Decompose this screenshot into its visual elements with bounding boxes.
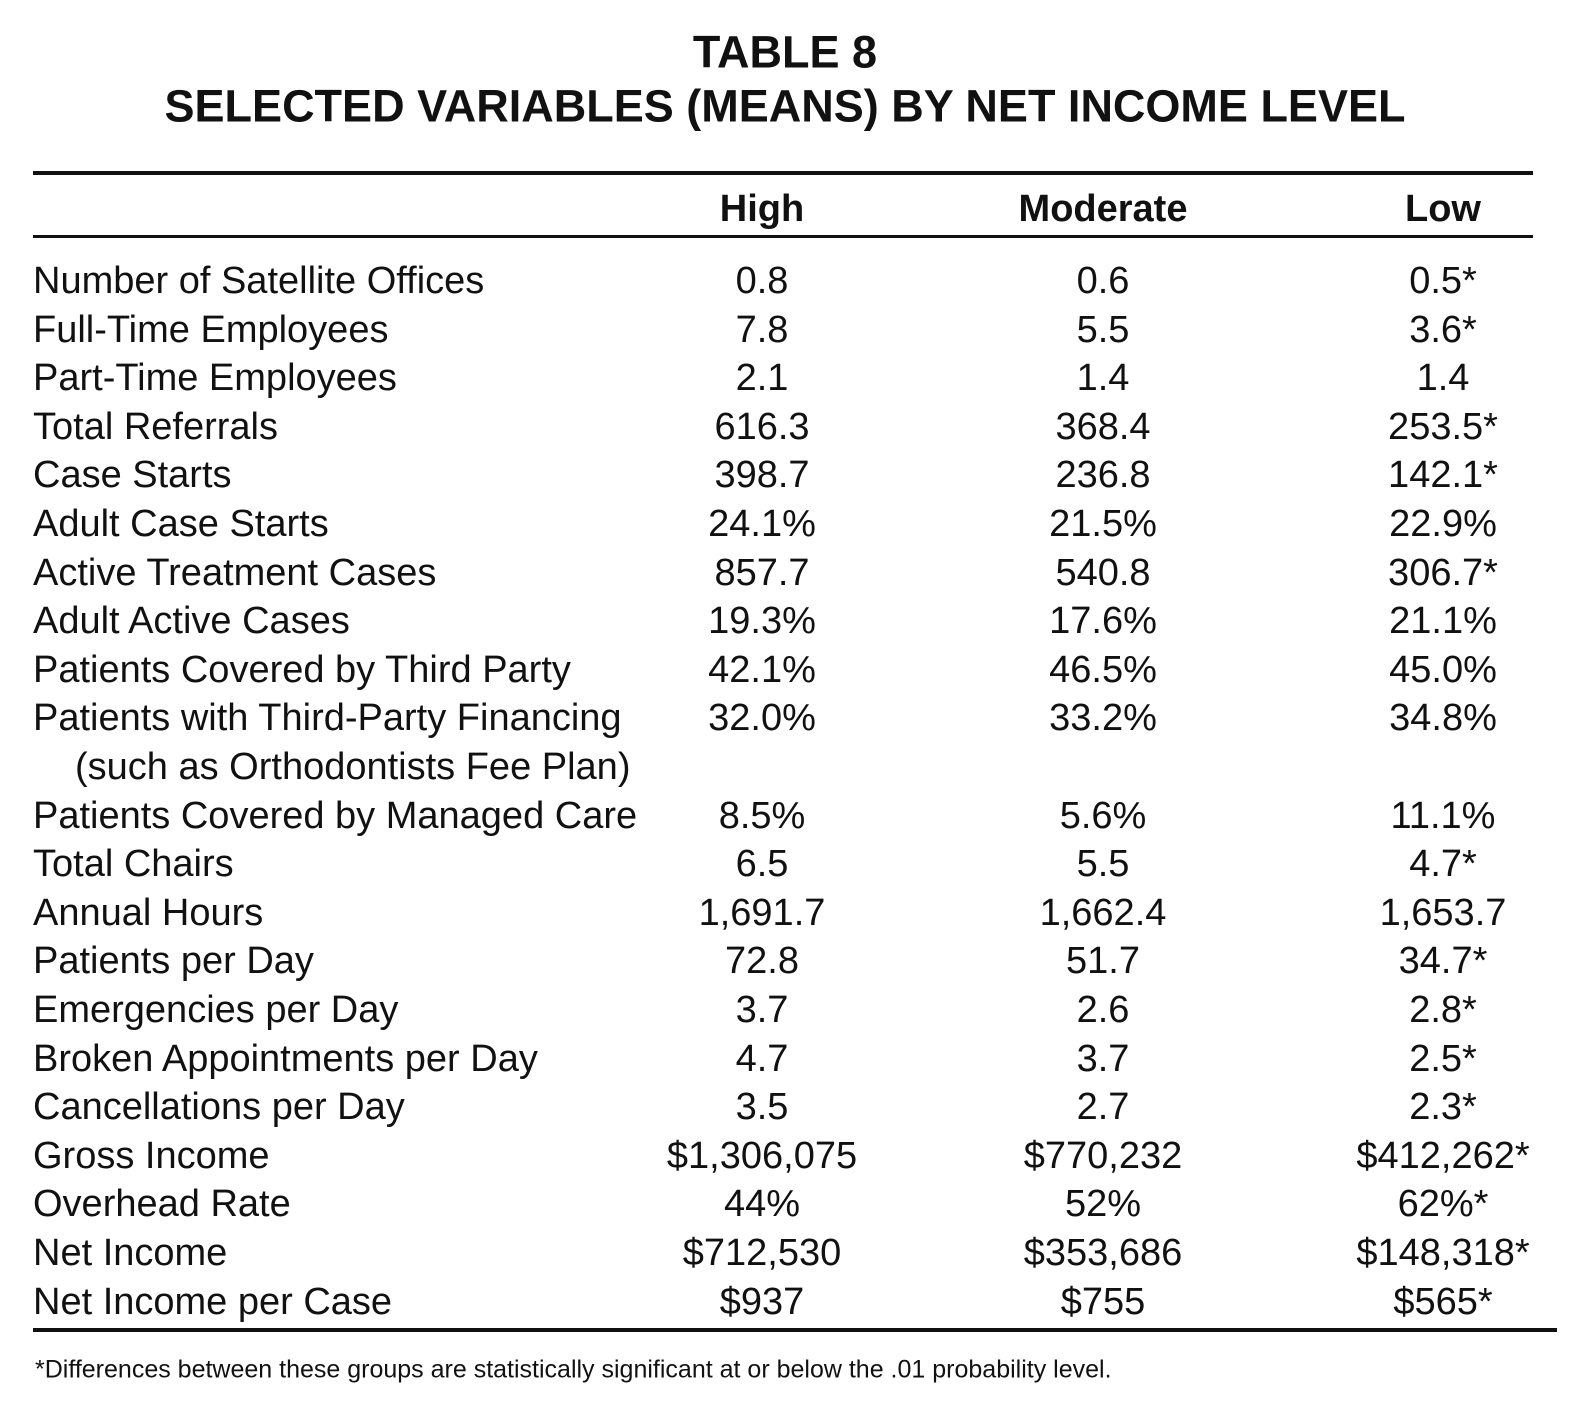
- cell-value: 2.8*: [1409, 989, 1477, 1031]
- cell-value: $755: [1060, 1280, 1146, 1323]
- cell-value: $353,686: [1023, 1232, 1183, 1274]
- cell-value: 306.7*: [1388, 551, 1498, 594]
- cell-value: 52%: [1064, 1183, 1142, 1226]
- cell-value: 45.0%: [1389, 648, 1497, 691]
- row-label: Broken Appointments per Day: [33, 1037, 538, 1080]
- cell-value: $565*: [1393, 1280, 1493, 1323]
- cell-value: $148,318*: [1356, 1232, 1530, 1274]
- cell-value: 2.5*: [1409, 1037, 1477, 1080]
- row-label: Part-Time Employees: [33, 357, 397, 400]
- row-label: Full-Time Employees: [33, 308, 389, 351]
- row-label: Net Income per Case: [33, 1280, 393, 1323]
- row-label: Case Starts: [33, 454, 232, 497]
- cell-value: 2.1: [735, 357, 789, 400]
- row-sublabel: (such as Orthodontists Fee Plan): [75, 746, 631, 788]
- row-label: Number of Satellite Offices: [33, 260, 485, 302]
- cell-value: 0.8: [735, 260, 789, 302]
- row-label: Net Income: [33, 1232, 228, 1274]
- row-label: Patients Covered by Third Party: [33, 648, 571, 691]
- row-label: Adult Active Cases: [33, 600, 350, 643]
- row-label: Patients per Day: [33, 940, 314, 983]
- rule: [33, 171, 1533, 175]
- cell-value: 398.7: [714, 454, 810, 497]
- cell-value: 2.6: [1076, 989, 1130, 1031]
- row-label: Overhead Rate: [33, 1183, 291, 1226]
- cell-value: 34.8%: [1389, 697, 1497, 740]
- cell-value: 3.7: [735, 989, 789, 1031]
- cell-value: 46.5%: [1049, 648, 1157, 691]
- cell-value: 42.1%: [708, 648, 816, 691]
- cell-value: 22.9%: [1389, 503, 1497, 545]
- cell-value: 5.6%: [1059, 794, 1147, 837]
- cell-value: $1,306,075: [666, 1134, 858, 1177]
- cell-value: 368.4: [1055, 405, 1151, 448]
- cell-value: 5.5: [1076, 308, 1130, 351]
- cell-value: 142.1*: [1388, 454, 1498, 497]
- cell-value: 857.7: [714, 551, 810, 594]
- cell-value: 3.6*: [1409, 308, 1477, 351]
- cell-value: 0.6: [1076, 260, 1130, 302]
- cell-value: $712,530: [682, 1232, 842, 1274]
- cell-value: 32.0%: [708, 697, 816, 740]
- cell-value: $412,262*: [1356, 1134, 1530, 1177]
- cell-value: 616.3: [714, 405, 810, 448]
- cell-value: 3.5: [735, 1086, 789, 1129]
- cell-value: 24.1%: [708, 503, 816, 545]
- row-label: Adult Case Starts: [33, 503, 329, 545]
- cell-value: 21.5%: [1049, 503, 1157, 545]
- cell-value: 8.5%: [718, 794, 806, 837]
- row-label: Total Chairs: [33, 843, 234, 886]
- cell-value: 1,653.7: [1379, 891, 1507, 934]
- cell-value: 1,691.7: [698, 891, 826, 934]
- row-label: Active Treatment Cases: [33, 551, 437, 594]
- row-label: Patients Covered by Managed Care: [33, 794, 638, 837]
- cell-value: 7.8: [735, 308, 789, 351]
- cell-value: $937: [719, 1280, 805, 1323]
- cell-value: 4.7: [735, 1037, 789, 1080]
- cell-value: 17.6%: [1049, 600, 1157, 643]
- row-label: Cancellations per Day: [33, 1086, 405, 1129]
- cell-value: 6.5: [735, 843, 789, 886]
- cell-value: 236.8: [1055, 454, 1151, 497]
- cell-value: 51.7: [1066, 940, 1140, 983]
- cell-value: 4.7*: [1409, 843, 1477, 886]
- cell-value: $770,232: [1023, 1134, 1183, 1177]
- cell-value: 44%: [723, 1183, 801, 1226]
- row-label: Annual Hours: [33, 891, 264, 934]
- cell-value: 2.7: [1076, 1086, 1130, 1129]
- cell-value: 34.7*: [1398, 940, 1488, 983]
- column-header: High: [719, 188, 805, 230]
- row-label: Emergencies per Day: [33, 989, 399, 1031]
- cell-value: 1,662.4: [1039, 891, 1167, 934]
- row-label: Gross Income: [33, 1134, 270, 1177]
- cell-value: 253.5*: [1388, 405, 1498, 448]
- column-header: Moderate: [1018, 188, 1188, 230]
- cell-value: 62%*: [1397, 1183, 1489, 1226]
- cell-value: 1.4: [1416, 357, 1470, 400]
- rule: [33, 235, 1533, 238]
- cell-value: 11.1%: [1390, 794, 1496, 837]
- column-header: Low: [1405, 188, 1481, 230]
- cell-value: 5.5: [1076, 843, 1130, 886]
- cell-value: 21.1%: [1389, 600, 1497, 643]
- cell-value: 1.4: [1076, 357, 1130, 400]
- footnote: *Differences between these groups are st…: [35, 1355, 1112, 1384]
- title: TABLE 8: [692, 26, 878, 78]
- cell-value: 0.5*: [1409, 260, 1477, 302]
- cell-value: 540.8: [1055, 551, 1151, 594]
- row-label: Total Referrals: [33, 405, 278, 448]
- cell-value: 72.8: [725, 940, 799, 983]
- cell-value: 33.2%: [1049, 697, 1157, 740]
- cell-value: 19.3%: [708, 600, 816, 643]
- title: SELECTED VARIABLES (MEANS) BY NET INCOME…: [164, 80, 1406, 132]
- cell-value: 2.3*: [1409, 1086, 1477, 1129]
- rule: [33, 1328, 1557, 1332]
- row-label: Patients with Third-Party Financing: [33, 697, 622, 740]
- cell-value: 3.7: [1076, 1037, 1130, 1080]
